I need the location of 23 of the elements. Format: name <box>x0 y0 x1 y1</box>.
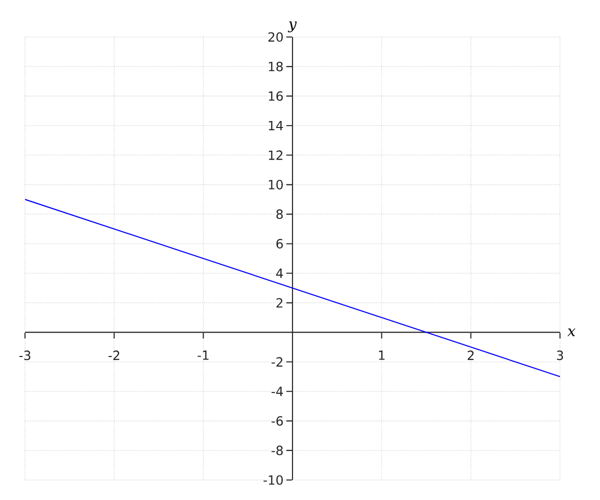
y-tick-label: -2 <box>272 357 282 367</box>
y-tick-label: 20 <box>268 32 283 42</box>
y-tick-label: 4 <box>276 268 283 278</box>
y-tick-label: -8 <box>272 446 283 456</box>
y-tick-label: 2 <box>276 298 282 308</box>
y-tick-label: -10 <box>264 475 283 485</box>
y-tick-label: 12 <box>268 150 282 160</box>
y-tick-label: -6 <box>272 416 283 426</box>
x-tick-label: 2 <box>468 350 474 360</box>
x-tick-label: -1 <box>198 350 208 360</box>
y-tick-label: 18 <box>268 62 283 72</box>
y-tick-label: 6 <box>276 238 283 249</box>
y-tick-label: 10 <box>268 180 283 190</box>
y-tick-label: 8 <box>276 209 283 219</box>
y-tick-label: 14 <box>268 120 283 130</box>
x-tick-label: -2 <box>108 350 120 360</box>
y-tick-label: -4 <box>272 386 283 396</box>
x-tick-label: 1 <box>379 350 385 360</box>
x-tick-label: -3 <box>19 350 30 360</box>
y-tick-label: 16 <box>268 91 283 101</box>
x-axis-title: x <box>567 328 576 336</box>
y-axis-title: y <box>288 21 297 32</box>
x-tick-label: 3 <box>556 350 564 360</box>
